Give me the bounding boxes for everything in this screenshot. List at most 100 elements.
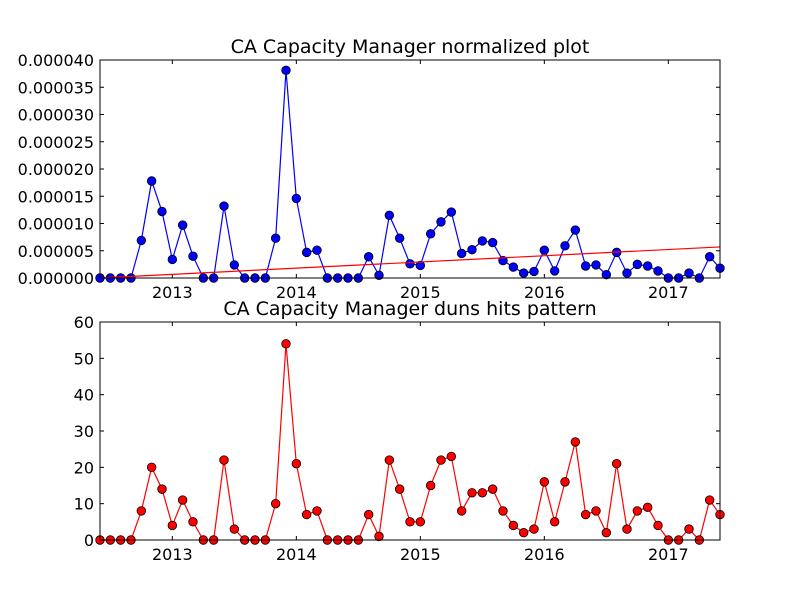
- data-point: [518, 268, 529, 278]
- x-tick-label: 2016: [524, 545, 565, 564]
- y-tick-label: 0.000030: [18, 106, 94, 125]
- data-point: [425, 229, 436, 239]
- plot-area: 0 10 20 30 40 50 60 2013 2014 2015 2016 2017: [74, 313, 725, 564]
- data-point: [188, 517, 198, 527]
- data-point: [436, 455, 446, 465]
- y-tick-label: 0.000000: [18, 269, 94, 288]
- data-point: [591, 506, 601, 516]
- data-point: [632, 506, 643, 516]
- data-point: [653, 266, 663, 276]
- x-tick-label: 2013: [152, 283, 193, 302]
- x-tick-label: 2014: [276, 283, 317, 302]
- x-tick-label: 2015: [400, 545, 441, 564]
- data-point: [188, 251, 198, 261]
- data-point: [446, 451, 457, 462]
- x-tick-label: 2017: [648, 545, 689, 564]
- x-tick-label: 2017: [648, 283, 689, 302]
- data-point: [312, 506, 322, 516]
- data-point: [425, 480, 436, 491]
- data-point: [622, 268, 632, 278]
- data-point: [518, 528, 529, 538]
- data-point: [291, 193, 302, 204]
- data-point: [622, 524, 632, 534]
- series-line: [100, 343, 721, 542]
- data-point: [642, 502, 653, 513]
- data-point: [611, 459, 622, 469]
- data-point: [177, 495, 188, 505]
- data-point: [219, 201, 229, 211]
- data-point: [136, 235, 147, 246]
- y-tick-label: 50: [74, 349, 94, 368]
- data-point: [539, 477, 550, 487]
- data-point: [157, 484, 167, 494]
- plot-area: 0.000000 0.000005 0.000010 0.000015 0.000020…: [18, 51, 725, 302]
- data-point: [363, 509, 374, 520]
- data-point: [580, 261, 591, 271]
- data-point: [601, 270, 612, 280]
- data-point: [384, 210, 395, 221]
- data-point: [570, 225, 581, 235]
- data-point: [529, 266, 539, 277]
- data-point: [487, 237, 498, 248]
- data-point: [157, 206, 167, 217]
- data-point: [508, 520, 519, 531]
- data-point: [456, 506, 467, 516]
- chart-title: CA Capacity Manager normalized plot: [231, 36, 590, 58]
- y-tick-label: 0.000035: [18, 78, 94, 97]
- y-tick-label: 0.000025: [18, 133, 94, 152]
- y-tick-label: 40: [74, 386, 94, 405]
- data-point: [301, 509, 312, 520]
- chart-normalized-plot: CA Capacity Manager normalized plot 0.00…: [18, 36, 725, 302]
- x-tick-label: 2014: [276, 545, 317, 564]
- data-point: [653, 520, 663, 531]
- data-point: [704, 495, 715, 505]
- data-point: [549, 517, 560, 527]
- data-point: [477, 488, 488, 498]
- data-point: [229, 260, 240, 270]
- y-tick-label: 20: [74, 458, 94, 477]
- data-point: [580, 509, 591, 520]
- trend-line: [99, 246, 721, 279]
- data-point: [281, 339, 291, 349]
- data-point: [167, 254, 178, 265]
- data-point: [477, 236, 488, 246]
- data-point: [229, 524, 240, 534]
- data-point: [684, 268, 694, 278]
- y-tick-label: 0.000020: [18, 160, 94, 179]
- data-point: [146, 176, 157, 186]
- data-point: [394, 233, 405, 243]
- data-point: [539, 245, 550, 255]
- data-point: [456, 248, 467, 259]
- data-point: [601, 528, 612, 538]
- data-point: [270, 498, 281, 509]
- data-point: [312, 245, 322, 255]
- data-point: [436, 217, 446, 227]
- data-point: [136, 506, 147, 516]
- data-point: [374, 531, 384, 542]
- chart-title: CA Capacity Manager duns hits pattern: [223, 298, 596, 320]
- data-point: [642, 261, 653, 271]
- data-point: [394, 484, 405, 494]
- data-point: [498, 506, 508, 516]
- data-point: [529, 524, 539, 534]
- data-point: [384, 455, 395, 465]
- data-point: [570, 437, 581, 447]
- data-point: [508, 262, 519, 272]
- data-point: [684, 524, 694, 534]
- data-point: [467, 244, 477, 255]
- x-tick-label: 2013: [152, 545, 193, 564]
- y-tick-label: 60: [74, 313, 94, 332]
- data-point: [405, 517, 415, 527]
- x-tick-label: 2015: [400, 283, 441, 302]
- data-point: [591, 260, 601, 270]
- chart-duns-hits-pattern: CA Capacity Manager duns hits pattern 0 1…: [74, 298, 725, 564]
- data-point: [219, 455, 229, 465]
- y-tick-label: 0.000005: [18, 242, 94, 261]
- y-tick-label: 0: [84, 531, 94, 550]
- data-point: [415, 517, 426, 527]
- axes-frame: [99, 59, 721, 279]
- y-tick-label: 10: [74, 495, 94, 514]
- data-point: [281, 65, 291, 76]
- data-point: [270, 233, 281, 243]
